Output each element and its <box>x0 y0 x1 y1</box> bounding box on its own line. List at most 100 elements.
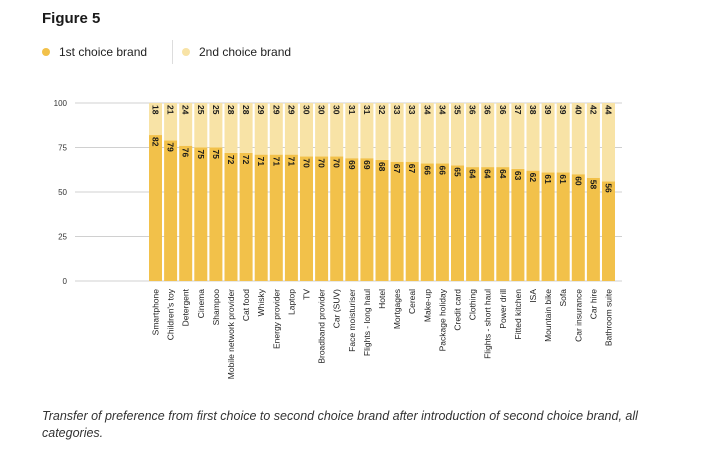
data-label-second-29: 42 <box>588 105 598 115</box>
data-label-first-7: 71 <box>256 157 266 167</box>
x-tick-label-0: Smartphone <box>151 289 161 336</box>
bar-second-13 <box>345 103 359 159</box>
data-label-second-28: 40 <box>573 105 583 115</box>
data-label-second-18: 34 <box>422 105 432 115</box>
data-label-second-0: 18 <box>151 105 161 115</box>
bar-first-29 <box>586 177 600 281</box>
bar-first-14 <box>360 158 374 281</box>
y-tick-label-0: 0 <box>63 277 68 286</box>
data-label-second-14: 31 <box>362 105 372 115</box>
data-label-first-22: 64 <box>483 169 493 179</box>
data-label-second-16: 33 <box>392 105 402 115</box>
bar-first-25 <box>526 170 540 281</box>
bar-second-12 <box>330 103 344 157</box>
data-label-first-9: 71 <box>286 157 296 167</box>
bar-first-4 <box>209 147 223 281</box>
data-label-first-24: 63 <box>513 171 523 181</box>
x-tick-label-14: Flights - long haul <box>362 289 372 356</box>
bar-second-6 <box>239 103 253 153</box>
data-label-second-20: 35 <box>453 105 463 115</box>
x-tick-label-16: Mortgages <box>392 289 402 329</box>
bar-first-7 <box>254 154 268 281</box>
legend-label-first: 1st choice brand <box>59 45 148 59</box>
x-tick-label-1: Children's toy <box>166 288 176 340</box>
data-label-second-19: 34 <box>437 105 447 115</box>
x-tick-label-13: Face moisturiser <box>347 289 357 352</box>
x-tick-label-30: Bathroom suite <box>604 289 614 346</box>
x-tick-label-19: Package holiday <box>437 288 447 351</box>
bar-first-11 <box>315 156 329 281</box>
bar-first-13 <box>345 158 359 281</box>
data-label-second-2: 24 <box>181 105 191 115</box>
data-label-second-8: 29 <box>271 105 281 115</box>
bar-first-28 <box>571 174 585 281</box>
x-tick-label-10: TV <box>302 289 312 300</box>
x-tick-label-27: Sofa <box>558 289 568 307</box>
data-label-first-17: 67 <box>407 164 417 174</box>
bar-second-20 <box>451 103 464 166</box>
bar-second-28 <box>571 103 585 175</box>
x-tick-label-22: Flights - short haul <box>483 289 493 359</box>
data-label-first-11: 70 <box>317 158 327 168</box>
x-tick-label-25: ISA <box>528 289 538 303</box>
x-tick-label-11: Broadband provider <box>317 289 327 364</box>
bar-first-10 <box>300 156 313 281</box>
x-tick-label-15: Hotel <box>377 289 387 309</box>
data-label-second-3: 25 <box>196 105 206 115</box>
bar-first-9 <box>284 154 298 281</box>
y-tick-label-25: 25 <box>58 233 67 242</box>
x-tick-label-3: Cinema <box>196 289 206 319</box>
data-label-first-23: 64 <box>498 169 508 179</box>
bar-second-5 <box>224 103 238 153</box>
bar-second-3 <box>194 103 208 148</box>
data-label-second-21: 36 <box>468 105 478 115</box>
bar-first-18 <box>420 163 434 281</box>
bar-first-16 <box>390 161 404 281</box>
data-label-second-30: 44 <box>604 105 614 115</box>
data-label-first-1: 79 <box>166 142 176 152</box>
x-tick-label-29: Car hire <box>588 289 598 320</box>
data-label-second-12: 30 <box>332 105 342 115</box>
x-tick-label-5: Mobile network provider <box>226 289 236 379</box>
data-label-first-3: 75 <box>196 150 206 160</box>
bar-first-27 <box>556 172 570 281</box>
legend-item-second: 2nd choice brand <box>182 45 291 59</box>
data-label-second-27: 39 <box>558 105 568 115</box>
bar-second-19 <box>435 103 449 164</box>
bar-second-1 <box>164 103 178 141</box>
data-label-second-23: 36 <box>498 105 508 115</box>
x-tick-label-28: Car insurance <box>573 289 583 342</box>
legend-label-second: 2nd choice brand <box>199 45 292 59</box>
x-tick-label-18: Make-up <box>422 289 432 322</box>
data-label-second-7: 29 <box>256 105 266 115</box>
data-label-second-1: 21 <box>166 105 176 115</box>
data-label-second-9: 29 <box>286 105 296 115</box>
x-tick-label-12: Car (SUV) <box>332 289 342 328</box>
x-tick-label-2: Detergent <box>181 288 191 326</box>
bar-second-16 <box>390 103 404 162</box>
bar-second-7 <box>254 103 268 155</box>
bar-first-21 <box>466 167 480 281</box>
data-label-first-8: 71 <box>271 157 281 167</box>
bar-second-26 <box>541 103 555 173</box>
x-tick-label-26: Mountain bike <box>543 289 553 342</box>
data-label-second-17: 33 <box>407 105 417 115</box>
data-label-second-4: 25 <box>211 105 221 115</box>
bar-first-5 <box>224 152 238 281</box>
x-tick-label-21: Clothing <box>468 289 478 320</box>
bar-first-24 <box>511 168 525 281</box>
x-tick-label-7: Whisky <box>256 288 266 316</box>
bar-second-8 <box>269 103 283 155</box>
legend-swatch-second <box>182 48 190 56</box>
bar-second-0 <box>149 103 162 136</box>
x-tick-label-17: Cereal <box>407 289 417 314</box>
bar-first-3 <box>194 147 208 281</box>
data-label-second-10: 30 <box>302 105 312 115</box>
bar-second-14 <box>360 103 374 159</box>
bar-first-1 <box>164 140 178 281</box>
data-label-first-13: 69 <box>347 160 357 170</box>
legend: 1st choice brand 2nd choice brand <box>42 40 342 64</box>
bar-second-15 <box>375 103 389 160</box>
bar-first-26 <box>541 172 555 281</box>
data-label-first-15: 68 <box>377 162 387 172</box>
